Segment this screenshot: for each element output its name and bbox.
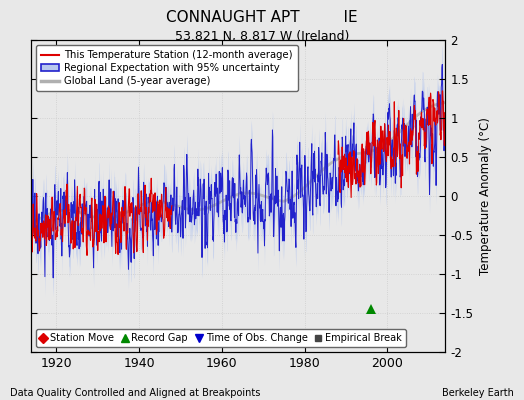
Text: CONNAUGHT APT         IE: CONNAUGHT APT IE	[166, 10, 358, 25]
Text: 53.821 N, 8.817 W (Ireland): 53.821 N, 8.817 W (Ireland)	[175, 30, 349, 43]
Text: Data Quality Controlled and Aligned at Breakpoints: Data Quality Controlled and Aligned at B…	[10, 388, 261, 398]
Text: Berkeley Earth: Berkeley Earth	[442, 388, 514, 398]
Legend: Station Move, Record Gap, Time of Obs. Change, Empirical Break: Station Move, Record Gap, Time of Obs. C…	[36, 329, 406, 347]
Y-axis label: Temperature Anomaly (°C): Temperature Anomaly (°C)	[479, 117, 492, 275]
